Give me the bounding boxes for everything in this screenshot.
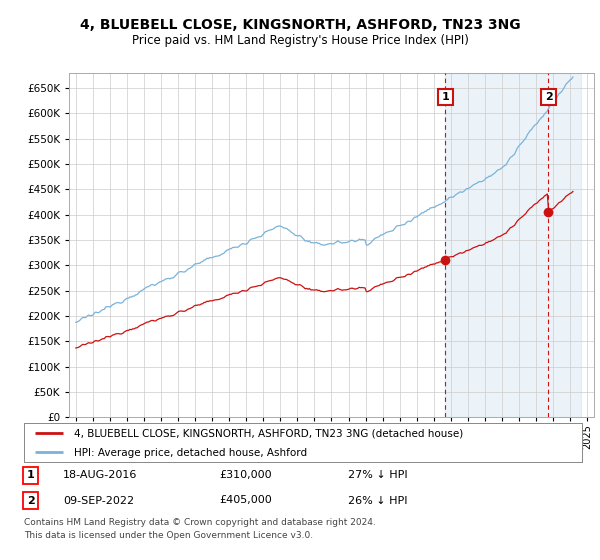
Text: 4, BLUEBELL CLOSE, KINGSNORTH, ASHFORD, TN23 3NG (detached house): 4, BLUEBELL CLOSE, KINGSNORTH, ASHFORD, … (74, 429, 463, 439)
Bar (445, 73, 581, 417)
Text: 2: 2 (545, 92, 553, 102)
Text: 1: 1 (442, 92, 449, 102)
Text: Contains HM Land Registry data © Crown copyright and database right 2024.
This d: Contains HM Land Registry data © Crown c… (24, 519, 376, 540)
Text: 2: 2 (27, 496, 35, 506)
Text: £310,000: £310,000 (220, 470, 272, 480)
Text: £405,000: £405,000 (220, 496, 272, 506)
Text: 4, BLUEBELL CLOSE, KINGSNORTH, ASHFORD, TN23 3NG: 4, BLUEBELL CLOSE, KINGSNORTH, ASHFORD, … (80, 18, 520, 32)
Text: Price paid vs. HM Land Registry's House Price Index (HPI): Price paid vs. HM Land Registry's House … (131, 34, 469, 47)
Text: 18-AUG-2016: 18-AUG-2016 (63, 470, 137, 480)
Text: 1: 1 (27, 470, 35, 480)
Text: 26% ↓ HPI: 26% ↓ HPI (347, 496, 407, 506)
Text: 27% ↓ HPI: 27% ↓ HPI (347, 470, 407, 480)
Text: HPI: Average price, detached house, Ashford: HPI: Average price, detached house, Ashf… (74, 449, 307, 459)
Text: 09-SEP-2022: 09-SEP-2022 (63, 496, 134, 506)
